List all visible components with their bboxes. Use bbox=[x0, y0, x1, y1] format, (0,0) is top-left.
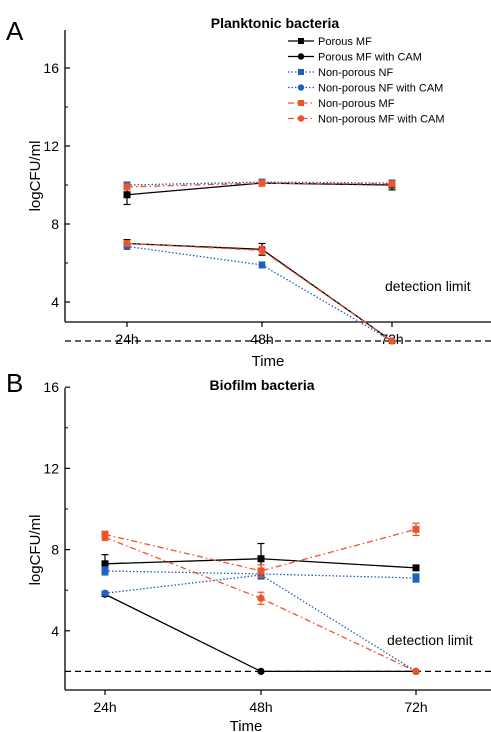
legend-label: Non-porous MF with CAM bbox=[318, 114, 445, 126]
data-point bbox=[123, 183, 131, 191]
panel-a-series bbox=[123, 178, 396, 345]
legend-label: Non-porous NF bbox=[318, 67, 393, 79]
data-point bbox=[258, 246, 266, 254]
y-tick-label: 8 bbox=[51, 216, 59, 232]
legend-label: Porous MF bbox=[318, 36, 372, 48]
data-point bbox=[257, 567, 265, 575]
panel-a-detection-limit-label: detection limit bbox=[385, 278, 471, 294]
series-line bbox=[104, 593, 416, 673]
series-non-porous-mf bbox=[123, 179, 396, 191]
panel-a-y-ticks: 4 8 12 16 bbox=[43, 60, 70, 342]
panel-b: B Biofilm bacteria 4 8 12 16 24h 48h 72h logC… bbox=[6, 368, 491, 732]
legend-label: Non-porous NF with CAM bbox=[318, 83, 443, 95]
panel-b-series bbox=[101, 522, 420, 676]
y-tick-label: 16 bbox=[43, 60, 59, 76]
series-non-porous-mf-with-cam bbox=[123, 239, 396, 345]
panel-a-title: Planktonic bacteria bbox=[211, 15, 340, 31]
legend-label: Porous MF with CAM bbox=[318, 52, 422, 64]
panel-a-letter: A bbox=[6, 16, 24, 46]
panel-b-x-ticks: 24h 48h 72h bbox=[93, 690, 428, 715]
data-point bbox=[412, 525, 420, 533]
legend-marker bbox=[298, 100, 304, 106]
panel-a-legend: Porous MF Porous MF with CAM Non-porous NF… bbox=[288, 36, 445, 126]
data-point bbox=[257, 667, 265, 676]
panel-b-title: Biofilm bacteria bbox=[209, 377, 314, 393]
y-tick-label: 12 bbox=[43, 138, 59, 154]
series-non-porous-nf-with-cam bbox=[123, 242, 396, 345]
y-tick-label: 4 bbox=[51, 623, 59, 639]
y-tick-label: 4 bbox=[51, 294, 59, 310]
panel-b-letter: B bbox=[6, 368, 23, 398]
x-tick-label: 48h bbox=[249, 699, 272, 715]
panel-b-y-ticks: 4 8 12 16 bbox=[43, 379, 70, 672]
series-non-porous-nf-with-cam bbox=[101, 570, 420, 676]
data-point bbox=[412, 667, 420, 676]
panel-a-frame bbox=[64, 30, 491, 323]
data-point bbox=[412, 574, 420, 582]
series-line bbox=[126, 242, 393, 342]
legend-marker bbox=[298, 38, 304, 44]
data-point bbox=[412, 564, 420, 572]
y-tick-label: 12 bbox=[43, 460, 59, 476]
panel-b-x-axis-title: Time bbox=[230, 718, 263, 732]
data-point bbox=[123, 239, 131, 248]
panel-a-x-axis-title: Time bbox=[252, 353, 285, 370]
series-line bbox=[126, 245, 393, 342]
legend-marker bbox=[298, 69, 304, 75]
y-tick-label: 8 bbox=[51, 542, 59, 558]
data-point bbox=[258, 179, 266, 187]
legend-marker bbox=[297, 84, 305, 91]
x-tick-label: 24h bbox=[115, 331, 138, 347]
y-tick-label: 16 bbox=[43, 379, 59, 395]
legend-label: Non-porous MF bbox=[318, 98, 395, 110]
series-line bbox=[126, 242, 393, 342]
data-point bbox=[258, 261, 266, 269]
x-tick-label: 24h bbox=[93, 699, 116, 715]
data-point bbox=[257, 594, 265, 602]
panel-a-y-axis-title: logCFU/ml bbox=[27, 141, 44, 212]
data-point bbox=[101, 589, 109, 597]
data-point bbox=[123, 191, 131, 199]
x-tick-label: 72h bbox=[404, 699, 427, 715]
legend-marker bbox=[297, 115, 305, 122]
data-point bbox=[101, 567, 109, 575]
series-non-porous-mf-with-cam bbox=[101, 533, 420, 676]
data-point bbox=[257, 555, 265, 563]
series-line bbox=[104, 574, 417, 672]
panel-b-frame bbox=[64, 388, 491, 691]
data-point bbox=[388, 337, 396, 345]
panel-b-y-axis-title: logCFU/ml bbox=[27, 515, 44, 586]
data-point bbox=[388, 180, 396, 188]
series-porous-mf-with-cam bbox=[123, 239, 396, 345]
panel-b-detection-limit-label: detection limit bbox=[387, 632, 473, 648]
data-point bbox=[101, 533, 109, 542]
series-line bbox=[126, 181, 393, 186]
data-point bbox=[101, 560, 109, 568]
x-tick-label: 48h bbox=[250, 331, 273, 347]
series-line bbox=[104, 570, 417, 579]
legend-marker bbox=[297, 53, 305, 60]
